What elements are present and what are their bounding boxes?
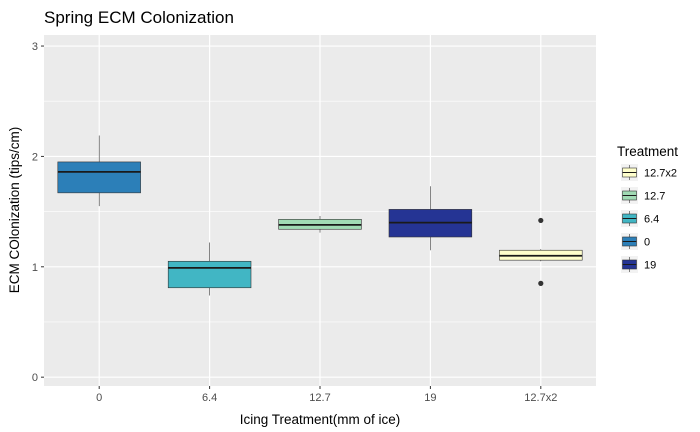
legend-label: 12.7x2 <box>644 168 677 180</box>
box-iqr <box>167 260 252 289</box>
legend-label: 6.4 <box>644 214 659 226</box>
x-axis: 0 6.4 12.7 19 12.7x2 <box>96 386 557 404</box>
outlier-point <box>538 280 544 286</box>
box-plot-12.7x2 <box>499 217 583 286</box>
x-axis-label: Icing Treatment(mm of ice) <box>240 412 401 427</box>
y-axis: 0 1 2 3 <box>32 41 44 384</box>
legend-item-12.7x2: 12.7x2 <box>621 164 677 181</box>
legend-title: Treatment <box>617 144 678 159</box>
x-tick-label: 0 <box>96 392 102 404</box>
legend-item-19: 19 <box>621 256 656 273</box>
x-tick-label: 12.7x2 <box>524 392 557 404</box>
legend-item-0: 0 <box>621 233 650 250</box>
chart-title: Spring ECM Colonization <box>44 8 234 27</box>
y-axis-label: ECM COlonization (tips/cm) <box>7 127 22 294</box>
y-tick-label: 2 <box>32 151 38 163</box>
y-tick-label: 1 <box>32 262 38 274</box>
x-tick-label: 12.7 <box>309 392 330 404</box>
box-plot-6.4 <box>167 242 252 296</box>
legend-label: 0 <box>644 237 650 249</box>
y-tick-label: 0 <box>32 372 38 384</box>
box-iqr <box>57 161 141 194</box>
box-plot-19 <box>388 186 473 251</box>
legend-label: 19 <box>644 260 656 272</box>
box-plot-12.7 <box>278 216 362 233</box>
y-tick-label: 3 <box>32 41 38 53</box>
box-plot-0 <box>57 135 141 207</box>
legend-item-12.7: 12.7 <box>621 187 665 204</box>
x-tick-label: 6.4 <box>202 392 217 404</box>
x-tick-label: 19 <box>424 392 436 404</box>
legend-label: 12.7 <box>644 191 665 203</box>
grid-lines <box>44 35 596 386</box>
legend: Treatment 12.7x2 12.7 6.4 0 19 <box>617 144 678 273</box>
legend-item-6.4: 6.4 <box>621 210 659 227</box>
box-plots <box>57 135 583 296</box>
outlier-point <box>538 217 544 224</box>
